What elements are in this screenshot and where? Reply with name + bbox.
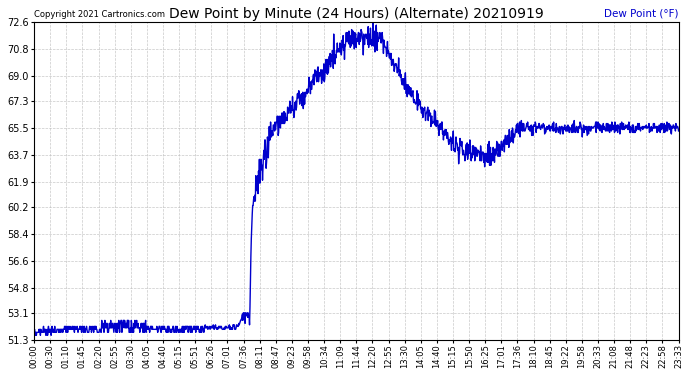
Text: Copyright 2021 Cartronics.com: Copyright 2021 Cartronics.com (34, 10, 165, 19)
Text: Dew Point (°F): Dew Point (°F) (604, 9, 678, 19)
Title: Dew Point by Minute (24 Hours) (Alternate) 20210919: Dew Point by Minute (24 Hours) (Alternat… (169, 7, 544, 21)
